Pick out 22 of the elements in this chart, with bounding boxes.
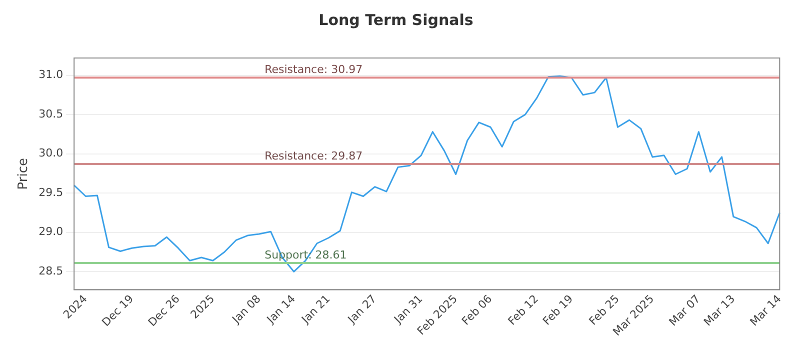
x-tick-label: Dec 26 bbox=[146, 292, 182, 329]
y-tick-label: 30.0 bbox=[38, 146, 64, 160]
y-tick-label: 31.0 bbox=[38, 68, 64, 82]
y-tick-label: 30.5 bbox=[38, 107, 64, 120]
ref-line-label: Resistance: 30.97 bbox=[264, 62, 363, 76]
x-tick-label: Jan 21 bbox=[298, 292, 333, 327]
chart-title: Long Term Signals bbox=[318, 10, 474, 29]
x-tick-label: Feb 19 bbox=[540, 292, 576, 328]
x-tick-label: Jan 27 bbox=[344, 292, 379, 327]
x-tick-label: Dec 19 bbox=[99, 292, 136, 329]
x-tick-label: Jan 14 bbox=[264, 292, 298, 327]
x-tick-label: Mar 07 bbox=[666, 292, 703, 329]
y-tick-label: 29.0 bbox=[38, 225, 64, 238]
y-tick-label: 28.5 bbox=[38, 264, 64, 278]
x-tick-label: Feb 12 bbox=[506, 292, 541, 328]
x-tick-label: Mar 13 bbox=[701, 292, 738, 329]
y-tick-label: 29.5 bbox=[38, 186, 64, 199]
ref-line-label: Resistance: 29.87 bbox=[264, 149, 363, 162]
y-axis-title: Price bbox=[16, 158, 32, 190]
x-tick-label: Mar 14 bbox=[748, 292, 784, 329]
x-tick-label: Feb 06 bbox=[459, 292, 495, 328]
x-tick-label: Jan 08 bbox=[229, 292, 264, 327]
